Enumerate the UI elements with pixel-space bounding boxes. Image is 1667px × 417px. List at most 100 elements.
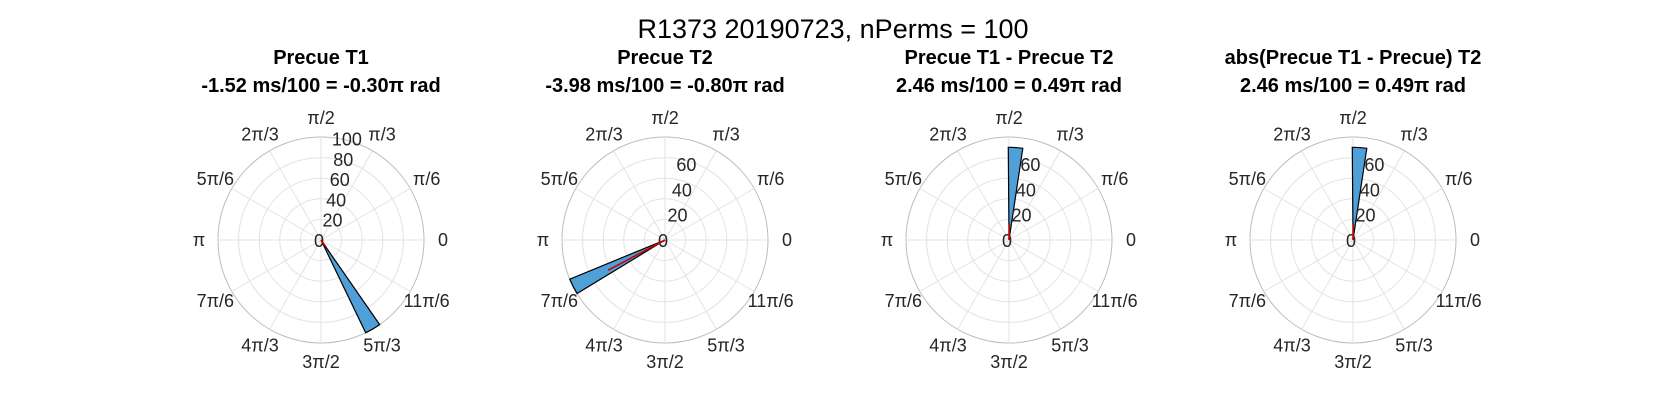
theta-tick-label: 11π/6 [1092, 291, 1138, 311]
theta-tick-label: π [537, 230, 549, 250]
plot-title: Precue T1 - Precue T2 [905, 47, 1114, 69]
r-tick-label: 20 [1355, 206, 1375, 226]
grid-spoke [664, 239, 755, 292]
grid-spoke [231, 239, 322, 292]
theta-tick-label: 5π/3 [707, 336, 744, 356]
theta-tick-label: 5π/6 [541, 169, 578, 189]
theta-tick-label: 7π/6 [885, 291, 922, 311]
theta-tick-label: 5π/6 [197, 169, 234, 189]
grid-spoke [957, 239, 1010, 330]
grid-spoke [269, 239, 322, 330]
grid-spoke [320, 188, 411, 241]
grid-spoke [664, 150, 717, 241]
grid-spoke [664, 239, 717, 330]
r-tick-label: 60 [676, 155, 696, 175]
grid-spoke [320, 239, 411, 292]
polar-axes: 0 π/6 π/3 π/2 2π/3 5π/6 π 7π/6 4π/3 3π/2 5π/3 11π/6… [193, 108, 450, 372]
histogram-bar [1351, 146, 1368, 241]
theta-tick-label: 0 [438, 230, 448, 250]
theta-tick-label: 11π/6 [404, 291, 450, 311]
grid-spoke [269, 150, 322, 241]
theta-tick-label: 7π/6 [197, 291, 234, 311]
plot-subtitle: 2.46 ms/100 = 0.49π rad [1240, 75, 1466, 97]
grid-spoke [613, 150, 666, 241]
theta-tick-label: 5π/6 [885, 169, 922, 189]
theta-tick-label: 2π/3 [241, 124, 278, 144]
plot-subtitle: -1.52 ms/100 = -0.30π rad [201, 75, 440, 97]
r-tick-label: 20 [667, 206, 687, 226]
grid-spoke [1008, 188, 1099, 241]
theta-tick-label: π/6 [1445, 169, 1472, 189]
polar-plot-4: abs(Precue T1 - Precue) T2 2.46 ms/100 =… [1225, 47, 1482, 372]
grid-spoke [1352, 188, 1443, 241]
histogram-bar [320, 239, 381, 334]
theta-tick-label: 4π/3 [241, 336, 278, 356]
r-tick-label: 60 [330, 170, 350, 190]
grid-spoke [1352, 239, 1405, 330]
grid-spoke [1352, 150, 1405, 241]
theta-tick-label: π/3 [368, 124, 395, 144]
theta-tick-label: π [193, 230, 205, 250]
theta-tick-label: 4π/3 [1273, 336, 1310, 356]
plot-title: Precue T1 [273, 47, 369, 69]
theta-tick-label: 3π/2 [1334, 352, 1371, 372]
plot-subtitle: -3.98 ms/100 = -0.80π rad [545, 75, 784, 97]
theta-tick-label: π/2 [1339, 108, 1366, 128]
grid-spoke [1263, 239, 1354, 292]
grid-spoke [919, 188, 1010, 241]
r-tick-label: 60 [1020, 155, 1040, 175]
theta-tick-label: π/2 [651, 108, 678, 128]
grid-spoke [1301, 239, 1354, 330]
r-tick-label: 80 [333, 150, 353, 170]
grid-spoke [231, 188, 322, 241]
theta-tick-label: 11π/6 [748, 291, 794, 311]
grid-spoke [1263, 188, 1354, 241]
figure-supertitle: R1373 20190723, nPerms = 100 [637, 14, 1028, 44]
polar-plot-1: Precue T1 -1.52 ms/100 = -0.30π rad 0 π/6… [193, 47, 450, 372]
theta-tick-label: π/2 [995, 108, 1022, 128]
r-tick-label: 20 [1011, 206, 1031, 226]
r-tick-label: 40 [672, 180, 692, 200]
grid-spoke [1301, 150, 1354, 241]
grid-spoke [613, 239, 666, 330]
theta-tick-label: 2π/3 [585, 124, 622, 144]
theta-tick-label: 5π/3 [1395, 336, 1432, 356]
polar-plot-2: Precue T2 -3.98 ms/100 = -0.80π rad 0 π/6… [537, 47, 794, 372]
theta-tick-label: 11π/6 [1436, 291, 1482, 311]
theta-tick-label: 3π/2 [302, 352, 339, 372]
r-tick-label: 0 [1002, 231, 1012, 251]
polar-axes: 0 π/6 π/3 π/2 2π/3 5π/6 π 7π/6 4π/3 3π/2 5π/3 11π/6… [1225, 108, 1482, 372]
polar-axes: 0 π/6 π/3 π/2 2π/3 5π/6 π 7π/6 4π/3 3π/2 5π/3 11π/6… [881, 108, 1138, 372]
grid-spoke [320, 150, 373, 241]
theta-tick-label: 4π/3 [585, 336, 622, 356]
theta-tick-label: 5π/3 [363, 336, 400, 356]
mean-vector-line [607, 239, 666, 271]
r-tick-label: 60 [1364, 155, 1384, 175]
theta-tick-label: π/6 [1101, 169, 1128, 189]
theta-tick-label: π/3 [1056, 124, 1083, 144]
r-tick-label: 0 [1346, 231, 1356, 251]
theta-tick-label: π/3 [1400, 124, 1427, 144]
theta-tick-label: π/3 [712, 124, 739, 144]
theta-tick-label: 2π/3 [1273, 124, 1310, 144]
theta-tick-label: 7π/6 [541, 291, 578, 311]
theta-tick-label: 3π/2 [990, 352, 1027, 372]
theta-tick-label: 5π/3 [1051, 336, 1088, 356]
theta-tick-label: π/2 [307, 108, 334, 128]
theta-tick-label: π/6 [413, 169, 440, 189]
theta-tick-label: 7π/6 [1229, 291, 1266, 311]
grid-spoke [957, 150, 1010, 241]
grid-spoke [575, 188, 666, 241]
r-tick-label: 100 [332, 130, 362, 150]
plot-title: Precue T2 [617, 47, 713, 69]
r-tick-label: 0 [314, 231, 324, 251]
grid-spoke [664, 188, 755, 241]
theta-tick-label: 3π/2 [646, 352, 683, 372]
theta-tick-label: 4π/3 [929, 336, 966, 356]
mean-vector-line [320, 239, 327, 248]
theta-tick-label: 0 [782, 230, 792, 250]
theta-tick-label: π [881, 230, 893, 250]
theta-tick-label: 5π/6 [1229, 169, 1266, 189]
theta-tick-label: 0 [1470, 230, 1480, 250]
grid-spoke [1008, 239, 1099, 292]
